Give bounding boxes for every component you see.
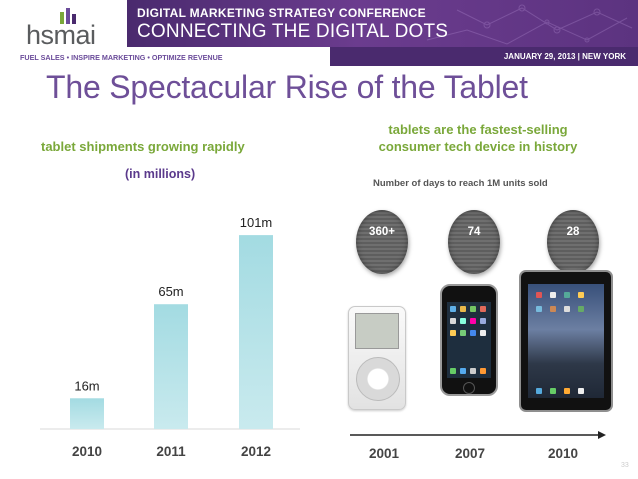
ipod-image xyxy=(348,306,406,410)
x-tick-2012: 2012 xyxy=(241,444,271,459)
days-bubble-ipod: 360+ xyxy=(356,210,408,274)
bar-label-2010: 16m xyxy=(74,378,99,393)
banner-pattern xyxy=(426,4,633,45)
page-number: 33 xyxy=(621,462,629,469)
right-subtitle-line2: consumer tech device in history xyxy=(378,139,578,154)
tagline: FUEL SALES • INSPIRE MARKETING • OPTIMIZ… xyxy=(20,53,223,62)
x-tick-2011: 2011 xyxy=(156,444,186,459)
ipod-screen xyxy=(355,313,399,349)
conference-banner: DIGITAL MARKETING STRATEGY CONFERENCE CO… xyxy=(127,0,638,47)
timeline-arrow-icon xyxy=(598,431,606,439)
timeline-year-iphone: 2007 xyxy=(455,446,485,461)
days-bubble-ipad: 28 xyxy=(547,210,599,274)
ipad-screen xyxy=(528,284,604,398)
bar-label-2012: 101m xyxy=(240,215,273,230)
bar-2010 xyxy=(70,398,104,429)
left-subtitle: tablet shipments growing rapidly xyxy=(41,139,245,154)
ipod-click-wheel xyxy=(356,357,400,401)
conference-theme: CONNECTING THE DIGITAL DOTS xyxy=(137,21,449,42)
days-label: Number of days to reach 1M units sold xyxy=(373,178,548,189)
right-subtitle-line1: tablets are the fastest-selling xyxy=(388,122,568,137)
hsmai-logo-mark-icon xyxy=(60,8,76,24)
iphone-image xyxy=(440,284,498,396)
timeline-year-ipod: 2001 xyxy=(369,446,400,461)
ipad-image xyxy=(519,270,613,412)
x-tick-2010: 2010 xyxy=(72,444,102,459)
units-label: (in millions) xyxy=(125,167,196,181)
timeline-year-ipad: 2010 xyxy=(548,446,578,461)
days-bubble-iphone: 74 xyxy=(448,210,500,274)
hsmai-logo: hsmai xyxy=(26,20,96,50)
bar-2011 xyxy=(154,304,188,429)
iphone-screen xyxy=(447,302,491,378)
conference-name: DIGITAL MARKETING STRATEGY CONFERENCE xyxy=(137,6,426,20)
iphone-home-button xyxy=(463,382,475,394)
bar-2012 xyxy=(239,235,273,429)
slide-title: The Spectacular Rise of the Tablet xyxy=(46,69,528,105)
logo-area: hsmai xyxy=(0,0,127,62)
bar-label-2011: 65m xyxy=(158,284,183,299)
date-location: JANUARY 29, 2013 | NEW YORK xyxy=(330,47,638,66)
